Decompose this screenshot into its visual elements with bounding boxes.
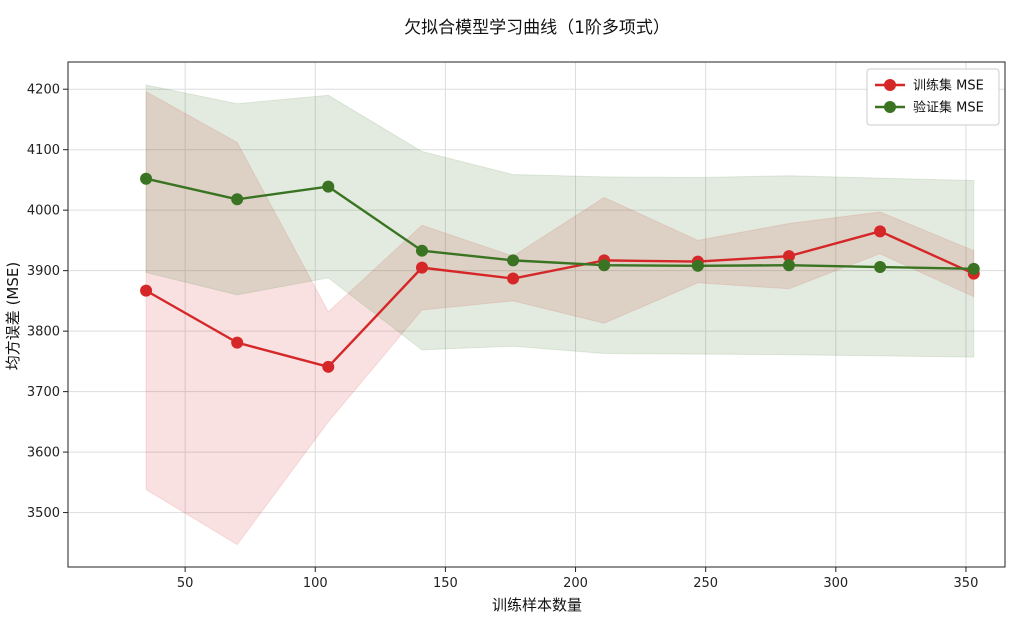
x-tick-label: 250 [693, 576, 718, 591]
y-axis-label: 均方误差 (MSE) [4, 262, 22, 370]
y-tick-label: 4100 [27, 143, 60, 158]
train-point [874, 225, 887, 238]
legend-label: 验证集 MSE [913, 100, 984, 116]
x-tick-label: 200 [563, 576, 588, 591]
x-axis-label: 训练样本数量 [492, 596, 582, 614]
train-point [231, 336, 244, 349]
train-point [140, 284, 153, 297]
y-tick-label: 3900 [27, 264, 60, 279]
train-band [145, 90, 975, 546]
validation-point [598, 259, 611, 272]
validation-point [231, 193, 244, 206]
x-tick-label: 300 [823, 576, 848, 591]
x-tick-label: 350 [954, 576, 979, 591]
validation-point [507, 254, 520, 267]
confidence-bands [145, 84, 975, 546]
y-tick-label: 4000 [27, 204, 60, 219]
validation-band [145, 84, 975, 358]
y-tick-label: 3800 [27, 325, 60, 340]
validation-point [874, 261, 887, 274]
x-tick-label: 100 [303, 576, 328, 591]
y-tick-label: 3600 [27, 446, 60, 461]
validation-point [415, 244, 428, 257]
x-tick-label: 150 [433, 576, 458, 591]
y-tick-label: 4200 [27, 83, 60, 98]
validation-point [322, 180, 335, 193]
train-point [782, 250, 795, 263]
axis-ticks: 50 100 150 200 250 300 350 3500 3600 3700 3800 3900… [27, 83, 978, 591]
y-tick-label: 3700 [27, 385, 60, 400]
validation-point [782, 259, 795, 272]
series-lines [145, 177, 975, 369]
legend-label: 训练集 MSE [913, 78, 984, 94]
legend-swatch-marker [884, 79, 896, 91]
train-line [145, 230, 975, 369]
train-point [415, 261, 428, 274]
y-tick-label: 3500 [27, 506, 60, 521]
train-point [507, 272, 520, 285]
x-tick-label: 50 [177, 576, 194, 591]
validation-point [140, 172, 153, 185]
validation-point [691, 259, 704, 272]
series-points [140, 172, 980, 373]
validation-line [145, 177, 974, 271]
chart-title: 欠拟合模型学习曲线（1阶多项式） [404, 18, 670, 38]
train-point [322, 360, 335, 373]
plot-frame [67, 61, 1006, 568]
legend-swatch-marker [884, 101, 896, 113]
grid [68, 62, 1005, 567]
legend: 训练集 MSE 验证集 MSE [866, 68, 1000, 126]
validation-point [967, 262, 980, 275]
legend-box [866, 68, 1000, 126]
